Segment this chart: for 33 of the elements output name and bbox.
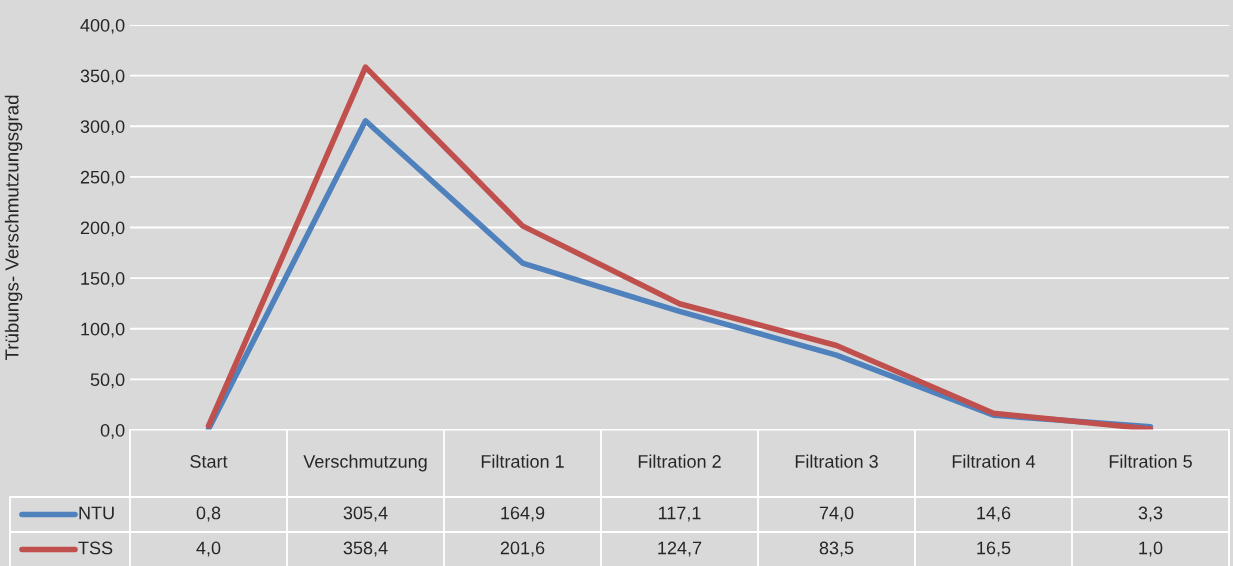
y-tick-label: 50,0 [90,373,125,389]
data-label: 124,7 [658,541,702,557]
data-label: 117,1 [658,506,701,522]
y-tick-label: 300,0 [80,120,125,136]
x-tick-label: Filtration 1 [481,454,564,468]
data-label: 305,4 [343,506,388,522]
data-label: 164,9 [501,506,545,522]
data-label: 4,0 [196,541,221,557]
data-label: 0,8 [196,506,221,522]
legend-label: TSS [78,541,113,555]
data-label: 201,6 [500,541,545,557]
legend-label: NTU [79,506,114,520]
x-tick-label: Filtration 2 [638,454,721,468]
data-label: 74,0 [819,506,854,522]
x-tick-label: Filtration 4 [952,454,1036,468]
y-tick-label: 400,0 [80,18,125,34]
data-label: 1,0 [1139,541,1163,557]
y-tick-label: 350,0 [80,69,125,85]
y-tick-label: 150,0 [81,272,125,287]
data-label: 3,3 [1138,506,1163,522]
y-axis-title: Trübungs- Verschmutzungsgrad [4,95,23,361]
x-tick-label: Start [190,455,228,468]
y-tick-label: 200,0 [80,221,125,237]
x-tick-label: Filtration 5 [1109,454,1192,468]
data-label: 14,6 [977,506,1011,522]
y-tick-label: 250,0 [80,170,125,186]
x-tick-label: Filtration 3 [795,454,878,468]
data-label: 358,4 [343,541,388,557]
data-label: 83,5 [819,541,854,557]
y-tick-label: 100,0 [81,322,125,338]
data-label: 16,5 [977,541,1011,557]
x-tick-label: Verschmutzung [303,454,427,472]
y-tick-label: 0,0 [100,423,125,439]
